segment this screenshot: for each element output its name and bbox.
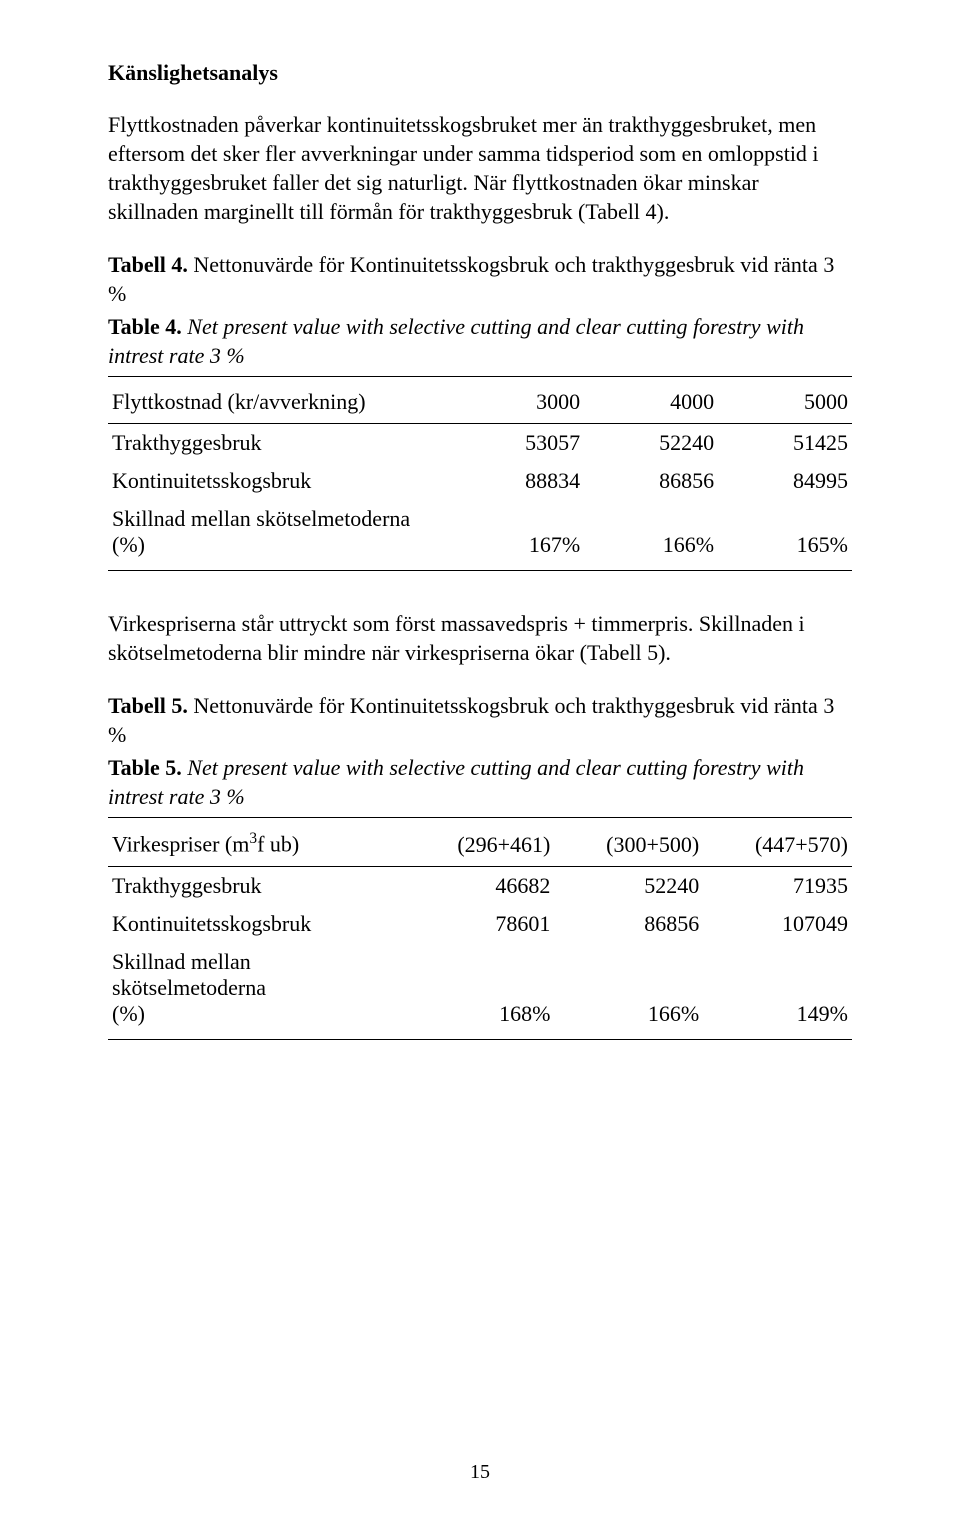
table-cell: Skillnad mellan skötselmetoderna (%) (108, 500, 450, 564)
paragraph-1: Flyttkostnaden påverkar kontinuitetsskog… (108, 110, 852, 226)
table5-bottom-rule (108, 1039, 852, 1040)
table5-head-col3: (447+570) (703, 824, 852, 866)
table5-caption-en-label: Table 5. (108, 755, 182, 780)
section-heading: Känslighetsanalys (108, 60, 852, 86)
table5-head-col1: (296+461) (406, 824, 555, 866)
table5-caption-sv: Tabell 5. Nettonuvärde för Kontinuitetss… (108, 691, 852, 749)
table-cell: 149% (703, 943, 852, 1033)
table5-caption-sv-label: Tabell 5. (108, 693, 188, 718)
table-cell: 51425 (718, 424, 852, 463)
table-cell: 78601 (406, 905, 555, 943)
table-cell: 52240 (554, 866, 703, 905)
table-cell: 167% (450, 500, 584, 564)
table5-head-col0: Virkespriser (m3f ub) (108, 824, 406, 866)
table4-bottom-rule (108, 570, 852, 571)
table-cell: Trakthyggesbruk (108, 866, 406, 905)
table5-head-col0-post: f ub) (257, 832, 299, 857)
table-row: Kontinuitetsskogsbruk 88834 86856 84995 (108, 462, 852, 500)
table4: Flyttkostnad (kr/avverkning) 3000 4000 5… (108, 383, 852, 564)
table-row: Skillnad mellan skötselmetoderna (%) 168… (108, 943, 852, 1033)
page-number: 15 (0, 1461, 960, 1484)
table4-caption-en: Table 4. Net present value with selectiv… (108, 312, 852, 370)
table4-caption-sv: Tabell 4. Nettonuvärde för Kontinuitetss… (108, 250, 852, 308)
table-cell: 52240 (584, 424, 718, 463)
table5-lastrow-label-line2: (%) (112, 1001, 145, 1026)
table-row: Trakthyggesbruk 53057 52240 51425 (108, 424, 852, 463)
table-row: Trakthyggesbruk 46682 52240 71935 (108, 866, 852, 905)
table4-head-col3: 5000 (718, 383, 852, 424)
table-cell: 46682 (406, 866, 555, 905)
table-cell: Trakthyggesbruk (108, 424, 450, 463)
table-row: Kontinuitetsskogsbruk 78601 86856 107049 (108, 905, 852, 943)
table5-header-row: Virkespriser (m3f ub) (296+461) (300+500… (108, 824, 852, 866)
table-cell: 166% (554, 943, 703, 1033)
table-row: Skillnad mellan skötselmetoderna (%) 167… (108, 500, 852, 564)
paragraph-2: Virkespriserna står uttryckt som först m… (108, 609, 852, 667)
table-cell: 168% (406, 943, 555, 1033)
table-cell: 84995 (718, 462, 852, 500)
table-cell: Kontinuitetsskogsbruk (108, 905, 406, 943)
table-cell: 71935 (703, 866, 852, 905)
table5-caption-en-text: Net present value with selective cutting… (108, 755, 804, 809)
table5-head-col0-sup: 3 (249, 830, 257, 847)
table4-head-col1: 3000 (450, 383, 584, 424)
table-cell: 88834 (450, 462, 584, 500)
page: Känslighetsanalys Flyttkostnaden påverka… (0, 0, 960, 1528)
table4-caption-en-label: Table 4. (108, 314, 182, 339)
table4-header-row: Flyttkostnad (kr/avverkning) 3000 4000 5… (108, 383, 852, 424)
table5-caption-sv-text: Nettonuvärde för Kontinuitetsskogsbruk o… (108, 693, 834, 747)
table5-lastrow-label-line1: Skillnad mellan skötselmetoderna (112, 949, 266, 1000)
table-cell: 166% (584, 500, 718, 564)
table-cell: Kontinuitetsskogsbruk (108, 462, 450, 500)
table-cell: 86856 (584, 462, 718, 500)
table4-top-rule (108, 376, 852, 377)
table4-caption-sv-text: Nettonuvärde för Kontinuitetsskogsbruk o… (108, 252, 834, 306)
table5-top-rule (108, 817, 852, 818)
spacer (108, 577, 852, 609)
table4-head-col0: Flyttkostnad (kr/avverkning) (108, 383, 450, 424)
table-cell: 86856 (554, 905, 703, 943)
table4-caption-sv-label: Tabell 4. (108, 252, 188, 277)
table-cell: 165% (718, 500, 852, 564)
table5-head-col0-pre: Virkespriser (m (112, 832, 249, 857)
table-cell: 53057 (450, 424, 584, 463)
table5: Virkespriser (m3f ub) (296+461) (300+500… (108, 824, 852, 1032)
table-cell: 107049 (703, 905, 852, 943)
table-cell: Skillnad mellan skötselmetoderna (%) (108, 943, 406, 1033)
table5-caption-en: Table 5. Net present value with selectiv… (108, 753, 852, 811)
table4-caption-en-text: Net present value with selective cutting… (108, 314, 804, 368)
table5-head-col2: (300+500) (554, 824, 703, 866)
table4-head-col2: 4000 (584, 383, 718, 424)
